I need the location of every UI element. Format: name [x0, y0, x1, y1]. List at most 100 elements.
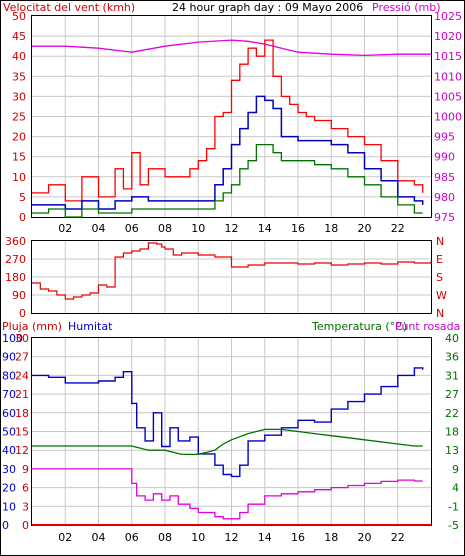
- plot-frame: [31, 15, 432, 218]
- humidity-tick-label: 90: [2, 351, 16, 364]
- humidity-tick-label: 70: [2, 388, 16, 401]
- pressure-tick-label: 995: [434, 131, 455, 144]
- pressure-tick-label: 1005: [434, 90, 462, 103]
- wind-average-line: [32, 95, 424, 210]
- plot-frame: [31, 240, 432, 314]
- compass-tick-label: E: [436, 253, 443, 266]
- humidity-tick-label: 100: [2, 332, 23, 345]
- humidity-tick-label: 0: [2, 519, 9, 532]
- rain-tick-label: 27: [15, 351, 29, 364]
- temperature-tick-label: 9: [452, 463, 459, 476]
- x-tick-label: 16: [291, 531, 305, 544]
- x-tick-label: 20: [358, 531, 372, 544]
- temperature-tick-label: 27: [445, 388, 459, 401]
- x-tick-label: 12: [225, 531, 239, 544]
- temperature-tick-label: 4: [452, 482, 459, 495]
- wind-tick-label: 5: [19, 191, 26, 204]
- pressure-tick-label: 990: [434, 151, 455, 164]
- humidity-axis-label: Humitat: [68, 320, 113, 333]
- rain-tick-label: 18: [15, 407, 29, 420]
- direction-tick-label: 270: [5, 253, 26, 266]
- wind-tick-label: 10: [12, 171, 26, 184]
- x-tick-label: 06: [125, 222, 139, 235]
- dewpoint-axis-label: Punt rosada: [395, 320, 460, 333]
- x-tick-label: 18: [324, 531, 338, 544]
- rain-tick-label: 0: [22, 519, 29, 532]
- temperature-tick-label: -1: [448, 500, 459, 513]
- humidity-tick-label: 10: [2, 500, 16, 513]
- x-tick-label: 08: [158, 222, 172, 235]
- rain-tick-label: 3: [22, 500, 29, 513]
- pressure-tick-label: 1000: [434, 111, 462, 124]
- temperature-tick-label: -5: [448, 519, 459, 532]
- wind-tick-label: 20: [12, 131, 26, 144]
- x-tick-label: 02: [58, 222, 72, 235]
- direction-tick-label: 360: [5, 235, 26, 248]
- rain-tick-label: 30: [15, 332, 29, 345]
- humidity-line: [32, 367, 424, 478]
- humidity-temperature-chart: 0102030405060708090100036912151821242730…: [2, 320, 460, 544]
- humidity-tick-label: 80: [2, 369, 16, 382]
- pressure-tick-label: 980: [434, 191, 455, 204]
- rain-axis-label: Pluja (mm): [2, 320, 62, 333]
- x-tick-label: 16: [291, 222, 305, 235]
- temperature-line: [32, 428, 423, 456]
- wind-tick-label: 0: [19, 211, 26, 224]
- temperature-tick-label: 40: [445, 332, 459, 345]
- pressure-line: [32, 39, 431, 57]
- wind-axis-label: Velocitat del vent (kmh): [3, 1, 135, 14]
- rain-tick-label: 15: [15, 426, 29, 439]
- pressure-tick-label: 1020: [434, 30, 462, 43]
- temperature-tick-label: 18: [445, 426, 459, 439]
- x-tick-label: 04: [92, 222, 106, 235]
- x-tick-label: 22: [391, 222, 405, 235]
- pressure-tick-label: 1015: [434, 50, 462, 63]
- wind-tick-label: 35: [12, 70, 26, 83]
- temperature-tick-label: 31: [445, 369, 459, 382]
- rain-tick-label: 6: [22, 482, 29, 495]
- dewpoint-line: [32, 468, 423, 520]
- wind-min-line: [32, 143, 423, 218]
- x-tick-label: 02: [58, 531, 72, 544]
- temperature-tick-label: 22: [445, 407, 459, 420]
- humidity-tick-label: 30: [2, 463, 16, 476]
- direction-tick-label: 90: [12, 289, 26, 302]
- pressure-tick-label: 1010: [434, 70, 462, 83]
- wind-tick-label: 50: [12, 10, 26, 23]
- rain-tick-label: 9: [22, 463, 29, 476]
- compass-tick-label: N: [436, 235, 444, 248]
- wind-tick-label: 40: [12, 50, 26, 63]
- wind-tick-label: 30: [12, 90, 26, 103]
- rain-tick-label: 24: [15, 369, 29, 382]
- x-tick-label: 08: [158, 531, 172, 544]
- wind-gust-line: [32, 39, 424, 202]
- pressure-tick-label: 985: [434, 171, 455, 184]
- direction-tick-label: 0: [19, 307, 26, 320]
- wind-tick-label: 25: [12, 111, 26, 124]
- x-tick-label: 14: [258, 222, 272, 235]
- humidity-tick-label: 20: [2, 482, 16, 495]
- x-tick-label: 04: [92, 531, 106, 544]
- x-tick-label: 10: [191, 531, 205, 544]
- x-tick-label: 22: [391, 531, 405, 544]
- wind-direction-line: [32, 242, 432, 300]
- x-tick-label: 06: [125, 531, 139, 544]
- humidity-tick-label: 60: [2, 407, 16, 420]
- humidity-tick-label: 50: [2, 426, 16, 439]
- x-tick-label: 20: [358, 222, 372, 235]
- compass-tick-label: N: [436, 307, 444, 320]
- compass-tick-label: S: [436, 271, 443, 284]
- temperature-tick-label: 13: [445, 444, 459, 457]
- temperature-axis-label: Temperatura (°C): [311, 320, 407, 333]
- x-tick-label: 14: [258, 531, 272, 544]
- humidity-tick-label: 40: [2, 444, 16, 457]
- pressure-tick-label: 975: [434, 211, 455, 224]
- x-tick-label: 10: [191, 222, 205, 235]
- pressure-tick-label: 1025: [434, 10, 462, 23]
- x-tick-label: 18: [324, 222, 338, 235]
- x-tick-label: 12: [225, 222, 239, 235]
